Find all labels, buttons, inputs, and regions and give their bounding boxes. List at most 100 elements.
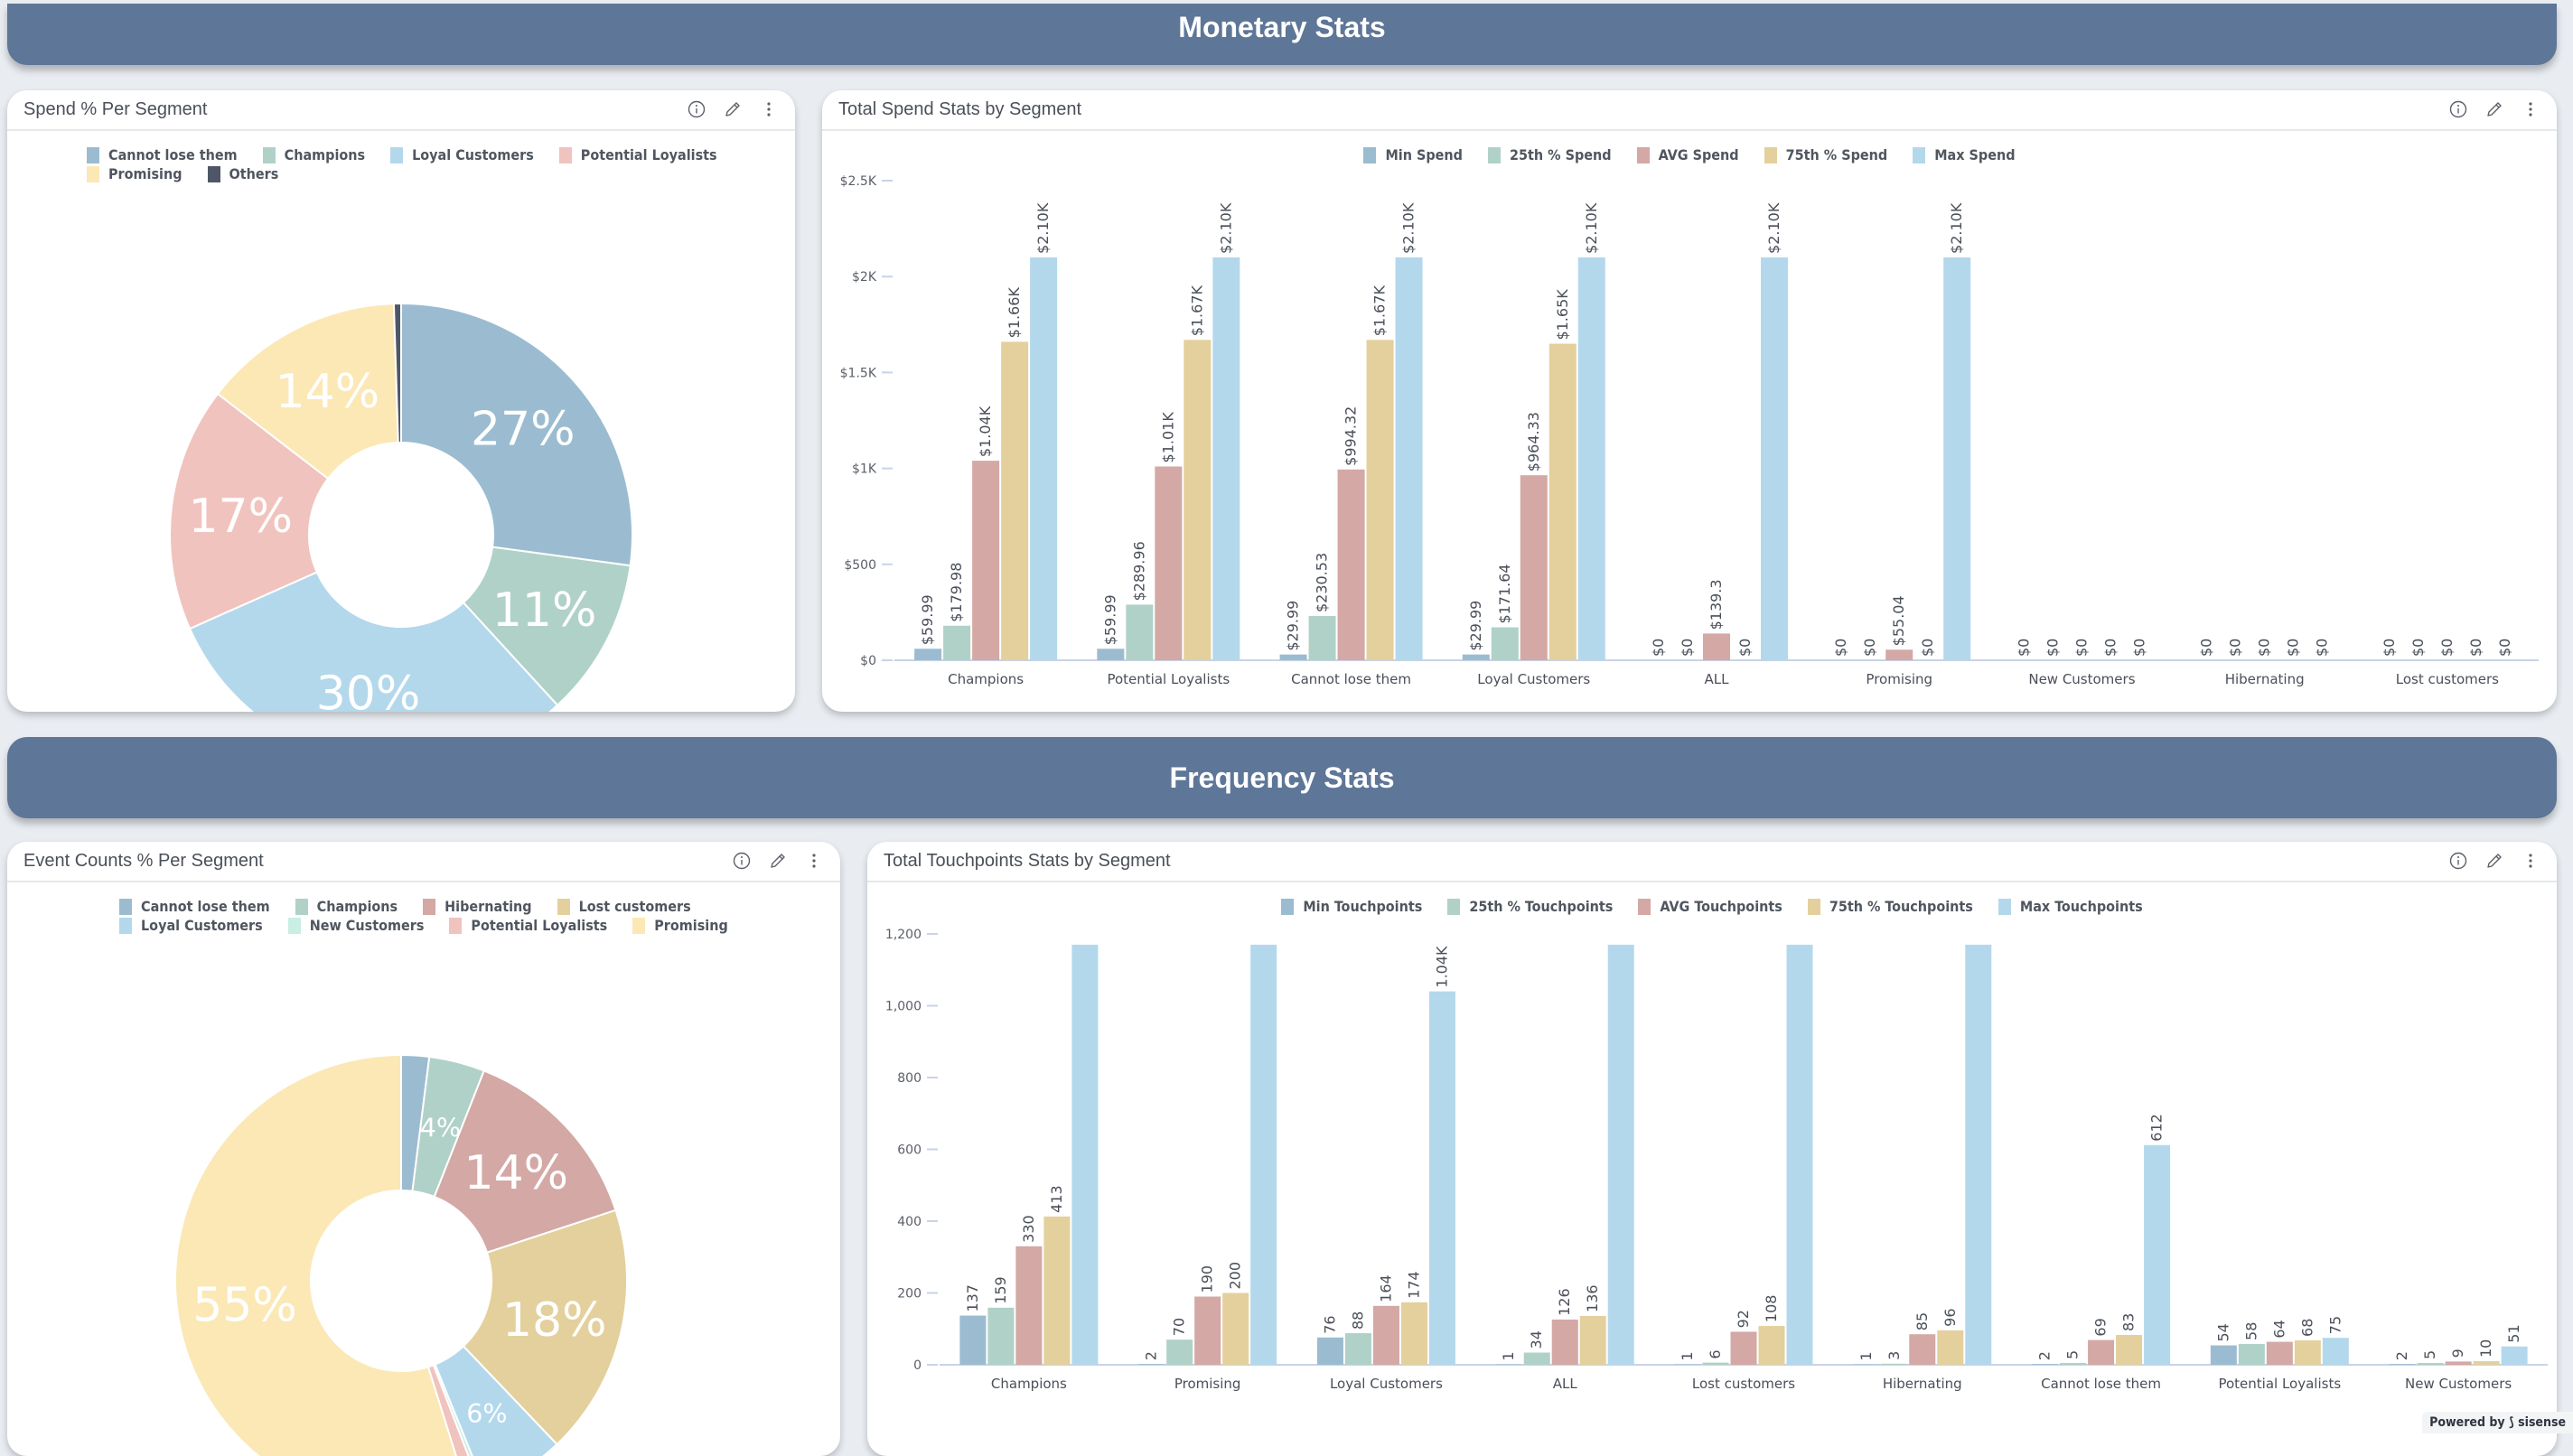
pie-label: 55%: [192, 1279, 297, 1333]
bar[interactable]: [1909, 1334, 1935, 1365]
legend-item[interactable]: Potential Loyalists: [559, 146, 717, 163]
bar[interactable]: [1703, 633, 1730, 660]
bar[interactable]: [1580, 1316, 1606, 1365]
bar[interactable]: [1965, 945, 1991, 1365]
info-icon[interactable]: [687, 99, 706, 119]
bar[interactable]: [2144, 1145, 2170, 1365]
legend-item[interactable]: Cannot lose them: [87, 146, 238, 163]
bar[interactable]: [1184, 340, 1211, 660]
legend-item[interactable]: AVG Touchpoints: [1638, 898, 1782, 915]
bar[interactable]: [1367, 340, 1394, 660]
bar[interactable]: [2446, 1361, 2472, 1365]
bar[interactable]: [2032, 1364, 2058, 1365]
bar[interactable]: [2060, 1363, 2086, 1365]
more-vertical-icon[interactable]: [2521, 851, 2540, 871]
bar[interactable]: [1338, 470, 1365, 660]
bar[interactable]: [1317, 1338, 1343, 1365]
more-vertical-icon[interactable]: [804, 851, 824, 871]
powered-by-badge[interactable]: Powered by ⟆ sisense: [2422, 1412, 2573, 1433]
bar[interactable]: [1731, 1331, 1757, 1365]
bar[interactable]: [914, 649, 941, 660]
info-icon[interactable]: [732, 851, 752, 871]
pencil-icon[interactable]: [2484, 99, 2504, 119]
legend-item[interactable]: 75th % Touchpoints: [1808, 898, 1973, 915]
legend-item[interactable]: Champions: [295, 898, 398, 915]
bar[interactable]: [1520, 475, 1548, 660]
bar[interactable]: [972, 461, 999, 660]
legend-item[interactable]: 25th % Spend: [1488, 146, 1612, 163]
legend-item[interactable]: Lost customers: [557, 898, 691, 915]
bar[interactable]: [2239, 1344, 2265, 1365]
bar[interactable]: [1578, 257, 1605, 660]
bar[interactable]: [1001, 341, 1028, 660]
bar[interactable]: [2267, 1342, 2293, 1365]
legend-item[interactable]: Max Touchpoints: [1998, 898, 2143, 915]
bar[interactable]: [2502, 1347, 2528, 1365]
bar[interactable]: [2474, 1361, 2500, 1365]
bar[interactable]: [1429, 992, 1455, 1365]
bar[interactable]: [1194, 1296, 1221, 1365]
bar[interactable]: [1787, 945, 1813, 1365]
bar[interactable]: [1761, 257, 1788, 660]
bar[interactable]: [1943, 257, 1970, 660]
bar[interactable]: [1373, 1306, 1399, 1365]
bar[interactable]: [1155, 466, 1182, 660]
bar[interactable]: [1396, 257, 1423, 660]
pencil-icon[interactable]: [768, 851, 788, 871]
bar[interactable]: [1166, 1339, 1193, 1365]
bar[interactable]: [987, 1308, 1014, 1365]
bar[interactable]: [1222, 1293, 1249, 1366]
bar[interactable]: [1309, 616, 1336, 660]
bar[interactable]: [1937, 1330, 1963, 1365]
legend-item[interactable]: Loyal Customers: [390, 146, 534, 163]
bar[interactable]: [1463, 655, 1490, 660]
more-vertical-icon[interactable]: [759, 99, 779, 119]
bar[interactable]: [1212, 257, 1240, 660]
bar[interactable]: [1703, 1363, 1729, 1365]
bar-value-label: $0: [1832, 639, 1849, 657]
bar[interactable]: [1552, 1320, 1578, 1365]
bar[interactable]: [2295, 1340, 2321, 1365]
bar[interactable]: [2323, 1338, 2349, 1365]
bar[interactable]: [1759, 1326, 1785, 1365]
bar[interactable]: [1030, 257, 1057, 660]
bar[interactable]: [2088, 1340, 2114, 1365]
legend-item[interactable]: Cannot lose them: [119, 898, 270, 915]
bar[interactable]: [1097, 649, 1124, 660]
legend-item[interactable]: Min Spend: [1363, 146, 1463, 163]
bar[interactable]: [1885, 649, 1913, 660]
legend-item[interactable]: 75th % Spend: [1764, 146, 1888, 163]
legend-item[interactable]: Hibernating: [423, 898, 531, 915]
bar[interactable]: [1071, 945, 1098, 1365]
legend-item[interactable]: Champions: [263, 146, 365, 163]
info-icon[interactable]: [2448, 99, 2468, 119]
bar[interactable]: [1043, 1217, 1070, 1365]
bar[interactable]: [1015, 1246, 1042, 1365]
legend-item[interactable]: Min Touchpoints: [1281, 898, 1422, 915]
x-tick-label: Potential Loyalists: [2218, 1376, 2341, 1392]
bar[interactable]: [1401, 1302, 1427, 1365]
bar[interactable]: [1524, 1352, 1550, 1365]
legend-item[interactable]: AVG Spend: [1637, 146, 1739, 163]
legend-item[interactable]: 25th % Touchpoints: [1447, 898, 1613, 915]
bar[interactable]: [1881, 1364, 1907, 1365]
bar[interactable]: [2418, 1363, 2444, 1365]
pencil-icon[interactable]: [2484, 851, 2504, 871]
bar[interactable]: [1492, 628, 1519, 660]
bar[interactable]: [1549, 344, 1577, 660]
bar[interactable]: [1126, 604, 1153, 660]
bar[interactable]: [943, 626, 970, 660]
more-vertical-icon[interactable]: [2521, 99, 2540, 119]
bar[interactable]: [1138, 1364, 1165, 1365]
bar[interactable]: [959, 1316, 986, 1365]
bar[interactable]: [1280, 655, 1307, 660]
bar[interactable]: [2211, 1346, 2237, 1365]
pencil-icon[interactable]: [723, 99, 743, 119]
bar[interactable]: [2390, 1364, 2416, 1365]
info-icon[interactable]: [2448, 851, 2468, 871]
legend-item[interactable]: Max Spend: [1913, 146, 2015, 163]
bar[interactable]: [1608, 945, 1634, 1365]
bar[interactable]: [1250, 945, 1277, 1365]
bar[interactable]: [1345, 1333, 1371, 1365]
bar[interactable]: [2116, 1335, 2142, 1365]
